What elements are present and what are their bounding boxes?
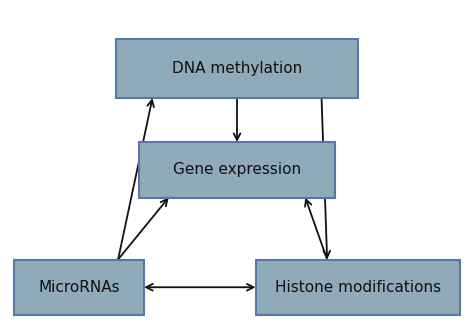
Text: Gene expression: Gene expression xyxy=(173,162,301,177)
FancyBboxPatch shape xyxy=(116,39,358,98)
FancyBboxPatch shape xyxy=(255,259,460,315)
Text: MicroRNAs: MicroRNAs xyxy=(38,280,120,295)
FancyBboxPatch shape xyxy=(14,259,144,315)
FancyBboxPatch shape xyxy=(139,142,335,197)
Text: DNA methylation: DNA methylation xyxy=(172,61,302,76)
Text: Histone modifications: Histone modifications xyxy=(275,280,441,295)
